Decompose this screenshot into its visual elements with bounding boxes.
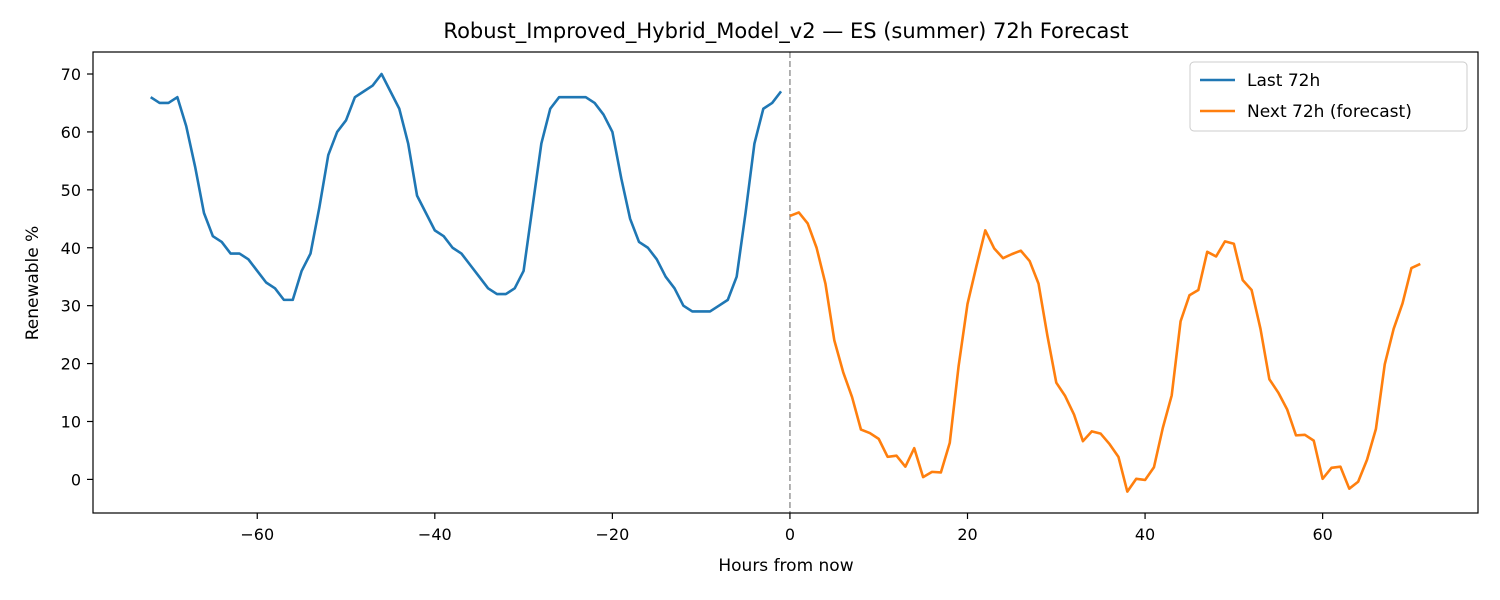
y-tick-label: 20 (61, 355, 81, 374)
x-tick-label: 0 (785, 525, 795, 544)
x-tick-label: −20 (595, 525, 629, 544)
x-tick-label: 60 (1312, 525, 1332, 544)
legend-box (1189, 61, 1468, 132)
x-tick-label: 40 (1135, 525, 1155, 544)
plot-area: −60 −40 −20 0 20 40 60 0 10 20 30 40 50 60 70 (61, 51, 1479, 544)
series-line-next-72h-forecast (789, 211, 1421, 493)
x-tick-label: 20 (957, 525, 977, 544)
y-tick-label: 50 (61, 181, 81, 200)
y-tick-label: 0 (71, 470, 81, 489)
y-tick-label: 10 (61, 412, 81, 431)
x-tick-label: −60 (240, 525, 274, 544)
y-axis-label: Renewable % (23, 226, 43, 341)
series-line-last-72h (149, 72, 783, 313)
x-axis-label: Hours from now (718, 556, 853, 576)
legend-entry-label: Last 72h (1247, 71, 1320, 91)
chart-title: Robust_Improved_Hybrid_Model_v2 — ES (su… (443, 19, 1128, 44)
y-tick-label: 40 (61, 239, 81, 258)
legend-entry-label: Next 72h (forecast) (1247, 102, 1412, 122)
y-tick-label: 60 (61, 123, 81, 142)
axes-frame (92, 51, 1479, 514)
legend: Last 72h Next 72h (forecast) (1189, 61, 1468, 132)
x-tick-label: −40 (418, 525, 452, 544)
y-tick-label: 70 (61, 65, 81, 84)
y-tick-label: 30 (61, 297, 81, 316)
